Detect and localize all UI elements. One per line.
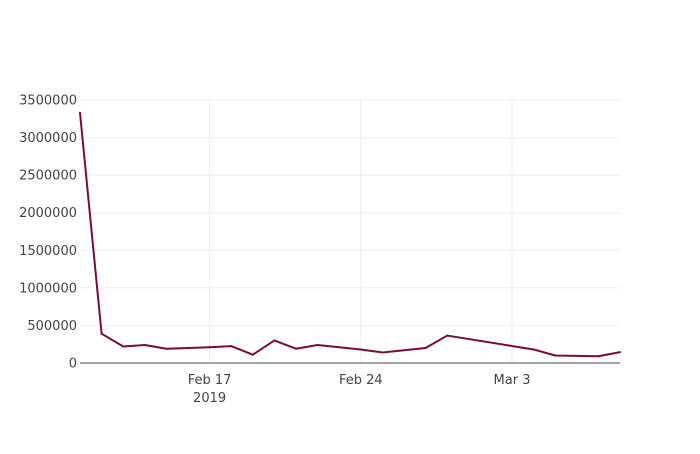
data-point (100, 332, 103, 335)
x-tick-label: Feb 24 (339, 373, 383, 388)
data-point (273, 339, 276, 342)
data-point (424, 346, 427, 349)
data-point (165, 347, 168, 350)
x-tick-label: Mar 3 (494, 373, 531, 388)
series-layer (79, 111, 621, 358)
data-point (597, 355, 600, 358)
y-tick-label: 3000000 (19, 131, 77, 146)
y-tick-label: 1000000 (19, 281, 77, 296)
y-tick-label: 2000000 (19, 206, 77, 221)
gridlines (80, 99, 620, 363)
data-point (532, 348, 535, 351)
y-tick-label: 1500000 (19, 244, 77, 259)
y-tick-label: 3500000 (19, 94, 77, 109)
series-line (79, 112, 621, 358)
data-point (143, 343, 146, 346)
data-point (230, 345, 233, 348)
data-point (251, 353, 254, 356)
x-tick-label: Feb 17 (188, 373, 232, 388)
y-tick-labels: 0 500000 1000000 1500000 2000000 2500000 30000… (19, 94, 77, 372)
x-tick-labels: Feb 17 2019 Feb 24 Mar 3 (188, 373, 531, 406)
data-point (79, 111, 81, 114)
x-tick-sublabel: 2019 (193, 391, 226, 406)
data-point (619, 351, 621, 354)
y-tick-label: 500000 (27, 319, 77, 334)
data-point (122, 345, 125, 348)
data-point (359, 348, 362, 351)
data-point (554, 354, 557, 357)
data-point (295, 347, 297, 350)
data-point (208, 346, 211, 349)
data-point (446, 334, 449, 337)
y-tick-label: 2500000 (19, 169, 77, 184)
data-point (316, 343, 319, 346)
y-tick-label: 0 (69, 357, 77, 372)
data-point (381, 351, 384, 354)
